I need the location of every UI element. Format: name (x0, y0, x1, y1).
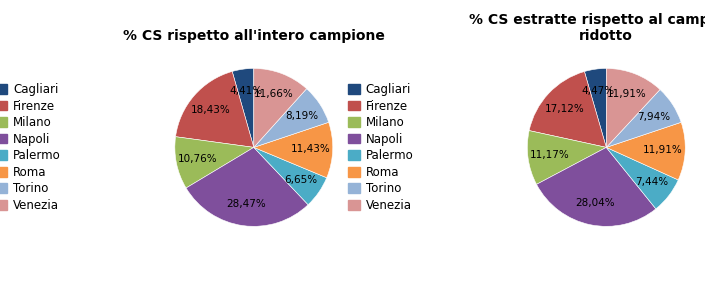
Wedge shape (606, 68, 660, 147)
Text: 4,41%: 4,41% (229, 86, 262, 96)
Text: 4,47%: 4,47% (582, 86, 615, 96)
Title: % CS estratte rispetto al campione
ridotto: % CS estratte rispetto al campione ridot… (470, 13, 705, 43)
Wedge shape (254, 89, 329, 147)
Text: 7,44%: 7,44% (634, 177, 668, 187)
Text: 11,43%: 11,43% (290, 144, 331, 154)
Legend: Cagliari, Firenze, Milano, Napoli, Palermo, Roma, Torino, Venezia: Cagliari, Firenze, Milano, Napoli, Paler… (0, 81, 63, 214)
Wedge shape (606, 122, 685, 180)
Text: 11,91%: 11,91% (607, 90, 647, 99)
Wedge shape (232, 68, 254, 147)
Text: 7,94%: 7,94% (637, 112, 670, 122)
Text: 11,17%: 11,17% (530, 150, 570, 160)
Wedge shape (584, 68, 606, 147)
Text: 11,66%: 11,66% (255, 89, 294, 99)
Text: 6,65%: 6,65% (284, 175, 317, 185)
Wedge shape (606, 147, 678, 209)
Text: 28,04%: 28,04% (575, 198, 615, 208)
Text: 11,91%: 11,91% (643, 145, 683, 155)
Text: 17,12%: 17,12% (545, 103, 584, 114)
Wedge shape (254, 147, 326, 205)
Text: 10,76%: 10,76% (178, 154, 218, 164)
Wedge shape (176, 71, 254, 147)
Wedge shape (254, 68, 307, 147)
Title: % CS rispetto all'intero campione: % CS rispetto all'intero campione (123, 29, 385, 43)
Text: 28,47%: 28,47% (226, 199, 266, 209)
Text: 8,19%: 8,19% (285, 111, 318, 121)
Wedge shape (537, 147, 656, 226)
Wedge shape (186, 147, 308, 226)
Wedge shape (529, 71, 606, 147)
Text: 18,43%: 18,43% (191, 105, 231, 115)
Wedge shape (527, 131, 606, 184)
Wedge shape (254, 122, 333, 178)
Wedge shape (606, 90, 681, 147)
Wedge shape (175, 137, 254, 188)
Legend: Cagliari, Firenze, Milano, Napoli, Palermo, Roma, Torino, Venezia: Cagliari, Firenze, Milano, Napoli, Paler… (345, 81, 416, 214)
